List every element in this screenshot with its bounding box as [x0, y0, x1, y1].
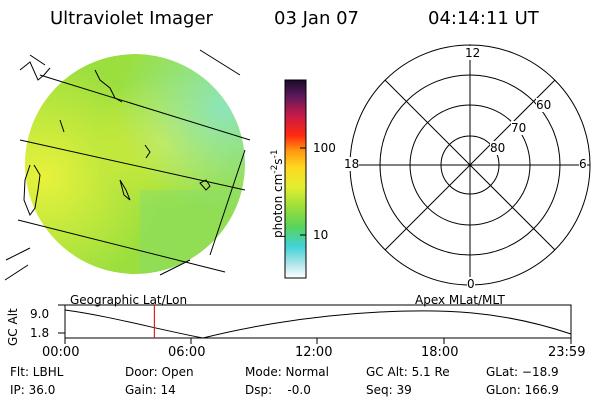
x-tick-2359: 23:59 [548, 345, 586, 360]
apex-title: Apex MLat/MLT [415, 293, 505, 307]
mlat-label-80: 80 [490, 141, 506, 155]
status-mode: Mode: Normal [245, 365, 329, 379]
status-dsp: Dsp: -0.0 [245, 383, 311, 397]
colorbar-tick-10: 10 [313, 228, 329, 242]
x-tick-1200: 12:00 [295, 345, 333, 360]
observation-time: 04:14:11 UT [428, 8, 539, 29]
geographic-title: Geographic Lat/Lon [70, 293, 188, 307]
mlat-label-60: 60 [536, 98, 552, 112]
status-flt: Flt: LBHL [10, 365, 64, 379]
mlt-label-0: 0 [467, 277, 475, 291]
polar-mlat-mlt-plot [349, 44, 591, 286]
mlt-label-6: 6 [579, 157, 587, 171]
y-tick-max: 9.0 [30, 307, 50, 321]
x-tick-0000: 00:00 [42, 345, 80, 360]
colorbar-tick-100: 100 [313, 141, 336, 155]
status-ip: IP: 36.0 [10, 383, 56, 397]
orbit-altitude-plot [58, 304, 572, 344]
status-door: Door: Open [125, 365, 194, 379]
status-seq: Seq: 39 [366, 383, 412, 397]
colorbar-unit-label: photon cm-2s-1 [270, 149, 285, 238]
geographic-uv-image [4, 49, 251, 281]
observation-date: 03 Jan 07 [274, 8, 359, 29]
x-tick-1800: 18:00 [421, 345, 459, 360]
status-glon: GLon: 166.9 [486, 383, 559, 397]
colorbar [284, 79, 307, 279]
status-gc-alt: GC Alt: 5.1 Re [366, 365, 450, 379]
y-tick-min: 1.8 [30, 326, 50, 340]
x-tick-0600: 06:00 [168, 345, 206, 360]
instrument-title: Ultraviolet Imager [50, 8, 213, 29]
mlt-label-18: 18 [344, 157, 360, 171]
mlt-label-12: 12 [465, 46, 481, 60]
mlat-label-70: 70 [511, 121, 527, 135]
status-gain: Gain: 14 [125, 383, 176, 397]
status-glat: GLat: −18.9 [486, 365, 559, 379]
